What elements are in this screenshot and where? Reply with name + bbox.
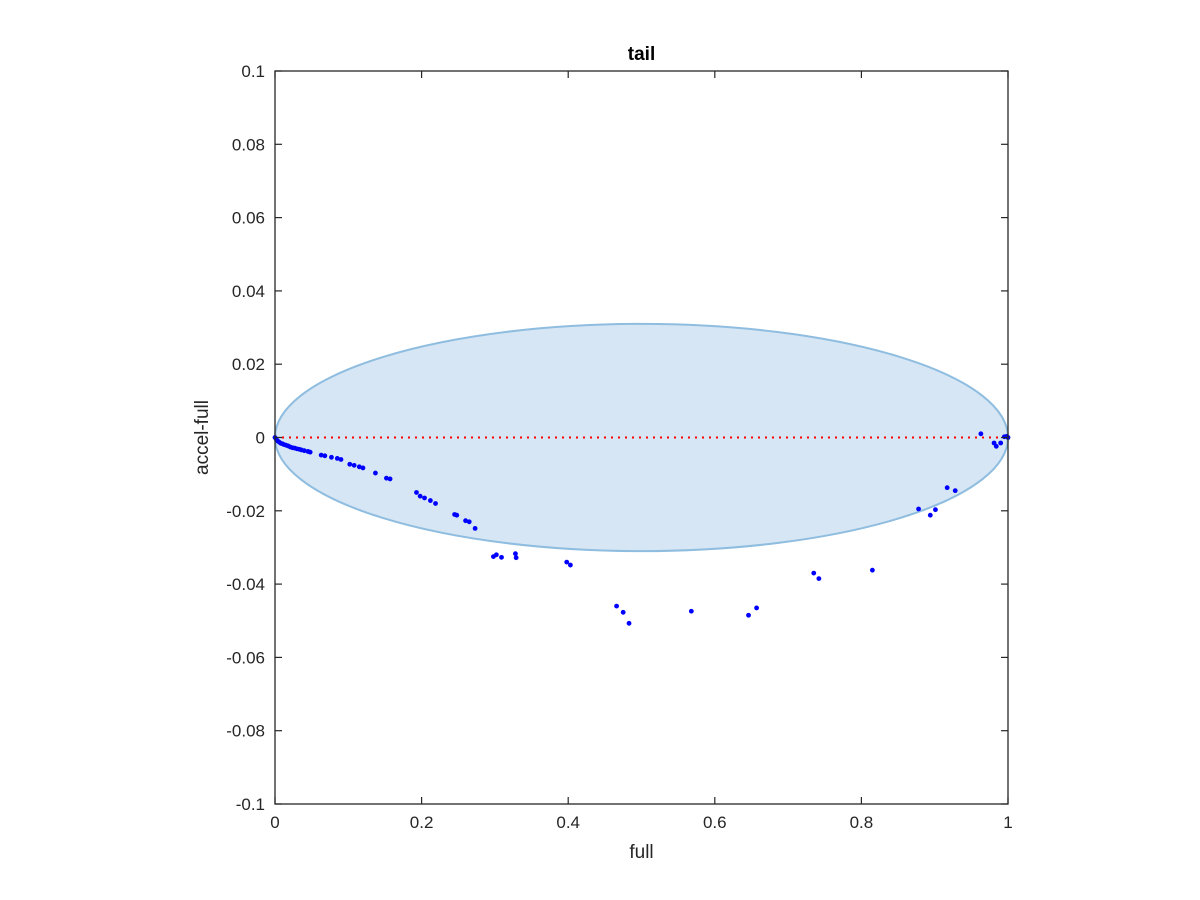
data-point-60: [952, 488, 958, 494]
data-point-22: [338, 457, 344, 462]
ticks-layer: 0 0.2 0.4 0.6 0.8 1 -0.1 -0.08 -0.06 -0.04 -0.02 0 0…: [226, 62, 1012, 832]
data-point-26: [360, 465, 366, 471]
x-tick-label: 0.6: [703, 813, 727, 832]
data-point-41: [493, 552, 499, 558]
data-point-39: [472, 525, 478, 531]
x-tick-label: 1: [1003, 813, 1012, 832]
data-point-63: [993, 443, 999, 449]
data-point-64: [998, 440, 1004, 446]
data-point-56: [916, 506, 921, 512]
data-point-38: [466, 519, 472, 525]
data-point-59: [944, 485, 950, 491]
data-point-32: [422, 495, 427, 501]
data-point-19: [322, 453, 328, 459]
data-point-44: [513, 555, 519, 561]
data-point-24: [351, 462, 357, 468]
data-point-36: [454, 512, 460, 518]
data-point-15: [301, 448, 307, 454]
x-axis-label: full: [629, 842, 653, 863]
y-tick-label: -0.06: [226, 648, 265, 667]
data-point-51: [746, 612, 751, 618]
data-point-43: [513, 551, 518, 557]
data-point-53: [811, 570, 817, 576]
x-tick-label: 0.4: [556, 813, 580, 832]
data-point-54: [816, 576, 822, 582]
data-point-55: [869, 567, 875, 573]
data-point-25: [356, 464, 362, 470]
data-point-61: [978, 431, 984, 437]
data-point-45: [564, 559, 570, 565]
data-point-17: [307, 449, 313, 455]
y-tick-label: 0.02: [232, 355, 265, 374]
data-point-20: [329, 454, 334, 460]
y-tick-label: -0.1: [236, 795, 265, 814]
y-tick-label: 0: [256, 429, 265, 448]
data-point-47: [614, 603, 619, 609]
y-tick-label: 0.08: [232, 135, 265, 154]
x-tick-label: 0: [270, 813, 279, 832]
data-point-21: [334, 455, 340, 461]
y-axis-label: accel-full: [192, 400, 213, 475]
data-point-33: [427, 498, 433, 503]
data-point-31: [417, 493, 423, 499]
data-point-34: [433, 501, 438, 506]
data-point-46: [567, 562, 573, 568]
data-point-28: [384, 475, 389, 481]
data-point-30: [414, 490, 419, 495]
chart-title: tail: [628, 44, 655, 65]
x-tick-label: 0.8: [850, 813, 874, 832]
y-tick-label: -0.02: [226, 502, 265, 521]
data-point-42: [499, 554, 504, 560]
data-point-57: [927, 512, 933, 518]
x-tick-label: 0.2: [410, 813, 434, 832]
y-tick-label: -0.04: [226, 575, 265, 594]
data-point-48: [620, 609, 626, 615]
y-tick-label: 0.06: [232, 209, 265, 228]
data-point-18: [318, 452, 324, 458]
data-point-50: [688, 608, 694, 614]
data-point-29: [387, 476, 393, 482]
data-point-52: [754, 605, 759, 611]
y-tick-label: 0.1: [241, 62, 265, 81]
data-point-37: [463, 518, 468, 524]
data-point-49: [626, 620, 632, 626]
y-tick-label: 0.04: [232, 282, 265, 301]
y-tick-label: -0.08: [226, 722, 265, 741]
data-point-23: [347, 461, 353, 467]
data-point-27: [373, 470, 378, 476]
data-point-58: [933, 507, 938, 513]
